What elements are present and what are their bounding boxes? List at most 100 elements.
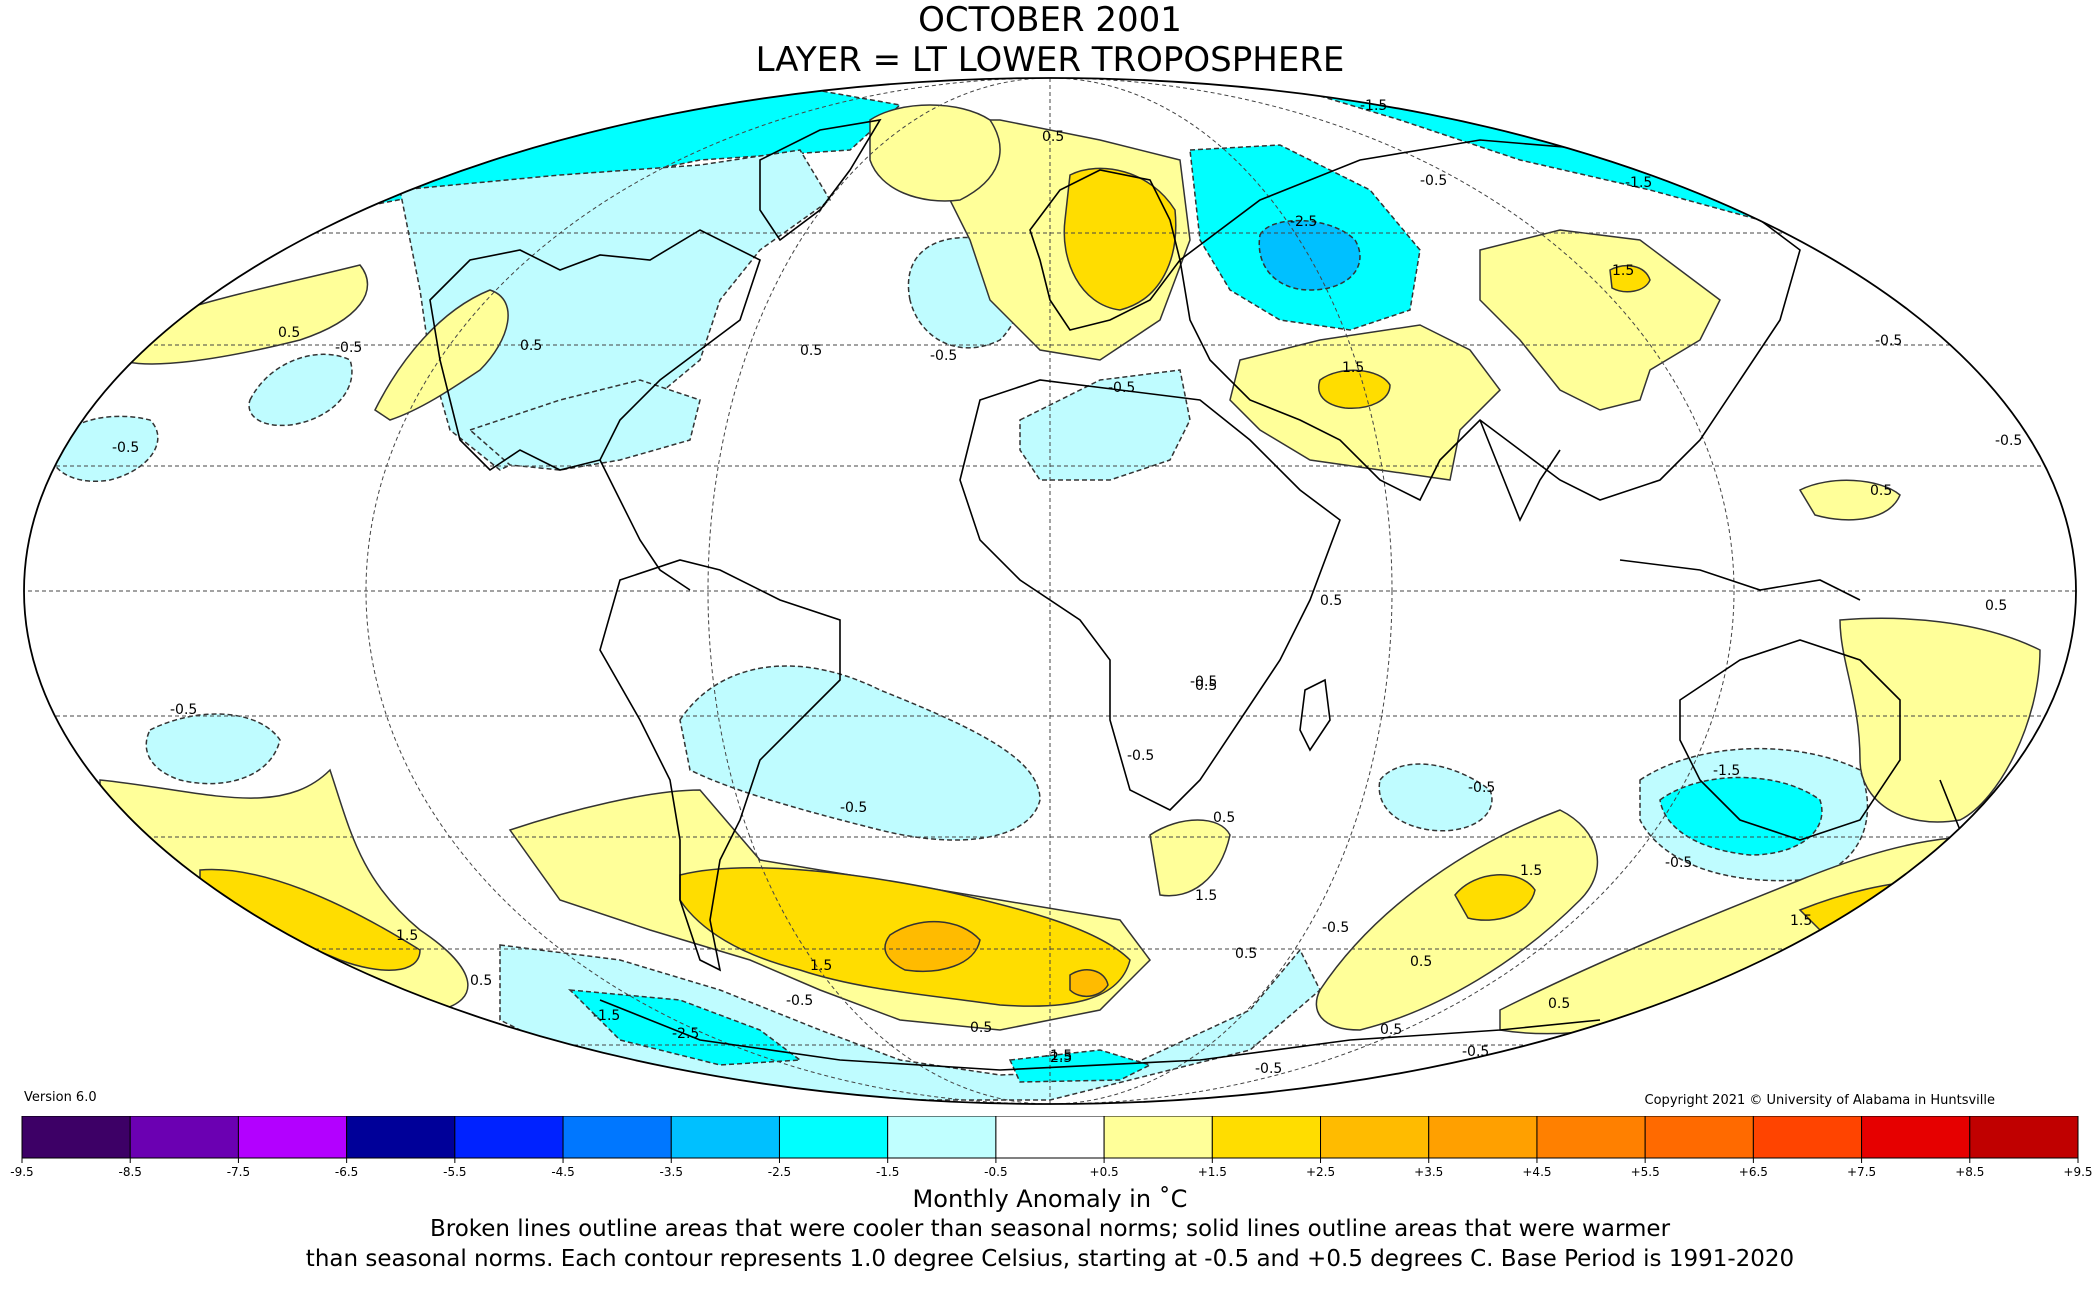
legend-swatch [1211,1116,1322,1159]
contour-label: 0.5 [1320,593,1342,609]
europe-coast [1029,169,1181,331]
contour-label: -2.5 [672,1026,699,1042]
contour-label: 1.5 [810,958,832,974]
cold-region-south-pacific [145,713,281,785]
contour-label: 0.5 [970,1020,992,1036]
contour-label: -0.5 [1127,748,1154,764]
contour-label: -0.5 [1875,333,1902,349]
contour-label: -0.5 [1190,674,1217,690]
contour-label: 0.5 [1410,954,1432,970]
contour-label: -0.5 [1462,1044,1489,1060]
contour-label: -0.5 [1468,780,1495,796]
warm-region-europe [1063,167,1177,311]
map-outline [23,77,2077,1105]
warm-region-indian-south-core [1454,874,1536,921]
indonesia-coast [1619,559,1861,601]
cold-region-pacific-nw [248,353,353,427]
contour-label: 0.5 [1870,483,1892,499]
legend-tick-label: -2.5 [768,1165,791,1176]
contour-label: -0.5 [1995,433,2022,449]
cold-region-south-atlantic [679,665,1041,841]
legend-swatch [237,1116,348,1159]
contour-label: -0.5 [1108,380,1135,396]
warm-region-siberia-core [1609,264,1651,293]
legend-tick-label: -4.5 [551,1165,574,1176]
contour-label: 1.5 [1790,913,1812,929]
contour-label: 0.5 [1985,598,2007,614]
legend-tick-label: -8.5 [118,1165,141,1176]
warm-region-indian-south [1315,809,1599,1031]
color-legend: -9.5 -8.5 -7.5 -6.5 -5.5 -4.5 -3.5 -2.5 -1.5 -0.5… [10,1116,2093,1176]
north-america-coast [429,229,761,472]
cold-region-pacific-w [49,415,159,482]
legend-tick-label: +2.5 [1306,1165,1335,1176]
warm-region-south-america-peak [884,920,981,972]
contour-label: -0.5 [1420,173,1447,189]
legend-tick-label: -3.5 [660,1165,683,1176]
legend-tick-label: -6.5 [335,1165,358,1176]
legend-tick-label: -7.5 [227,1165,250,1176]
contour-label: 0.5 [1042,129,1064,145]
central-america-coast [599,459,691,591]
madagascar-coast [1299,678,1331,752]
contour-label: -1.5 [1625,175,1652,191]
legend-units-label: Monthly Anomaly in ˚C [912,1185,1188,1213]
warm-region-australia [1839,617,2041,823]
legend-tick-label: +9.5 [2063,1165,2092,1176]
contour-label: -1.5 [1713,763,1740,779]
contour-label: 1.5 [396,928,418,944]
legend-swatch [454,1116,564,1159]
legend-swatch [1536,1116,1646,1159]
legend-swatch [1861,1116,1971,1159]
cold-region-west-russia-core [1258,219,1361,291]
legend-tick-label: -1.5 [876,1165,899,1176]
contour-label: 0.5 [278,325,300,341]
contour-label: -1.5 [1360,98,1387,114]
warm-region-africa-south [1149,819,1231,897]
legend-tick-label: +8.5 [1955,1165,1984,1176]
legend-swatch [21,1116,131,1159]
contour-label: -0.5 [335,340,362,356]
contour-label: 2.5 [1050,1050,1072,1066]
map-title: OCTOBER 2001 [918,0,1182,40]
antarctica-coast [599,999,1601,1071]
contour-label: -0.5 [112,440,139,456]
contour-label: -0.5 [170,702,197,718]
legend-swatch [1320,1116,1430,1159]
warm-region-middle-east-core [1318,369,1391,409]
contour-label: 1.5 [1612,263,1634,279]
legend-tick-label: +1.5 [1198,1165,1227,1176]
version-label: Version 6.0 [24,1090,97,1105]
greenland-coast [759,118,882,242]
contour-label: 0.5 [1213,810,1235,826]
warm-region-west-pacific [1798,479,1901,521]
contour-label: 0.5 [1380,1022,1402,1038]
contour-label: -0.5 [1665,855,1692,871]
cold-region-north-africa [1019,369,1191,481]
legend-tick-label: +7.5 [1847,1165,1876,1176]
legend-swatch [346,1116,456,1159]
australia-coast [1679,639,1901,841]
warm-region-siberia [1479,229,1721,411]
legend-description-line1: Broken lines outline areas that were coo… [429,1216,1671,1242]
legend-tick-label: +0.5 [1090,1165,1119,1176]
legend-tick-label: +6.5 [1739,1165,1768,1176]
contour-label: -2.5 [1290,214,1317,230]
copyright-label: Copyright 2021 © University of Alabama i… [1644,1093,1995,1108]
legend-swatch [995,1116,1105,1159]
legend-tick-label: +4.5 [1522,1165,1551,1176]
legend-swatch [670,1116,780,1159]
legend-tick-label: +3.5 [1414,1165,1443,1176]
south-america-coast [599,559,841,972]
contour-label: 1.5 [1520,863,1542,879]
legend-tick-label: +5.5 [1631,1165,1660,1176]
legend-description-line2: than seasonal norms. Each contour repres… [305,1246,1795,1272]
contour-label: 0.5 [800,343,822,359]
legend-swatch [1969,1116,2079,1159]
legend-tick-label: -0.5 [984,1165,1007,1176]
cold-region-indian-ocean [1378,763,1493,832]
contour-label: -0.5 [1255,1061,1282,1077]
contour-label: -1.5 [593,1008,620,1024]
legend-tick-label: -9.5 [10,1165,33,1176]
legend-swatch [1428,1116,1538,1159]
